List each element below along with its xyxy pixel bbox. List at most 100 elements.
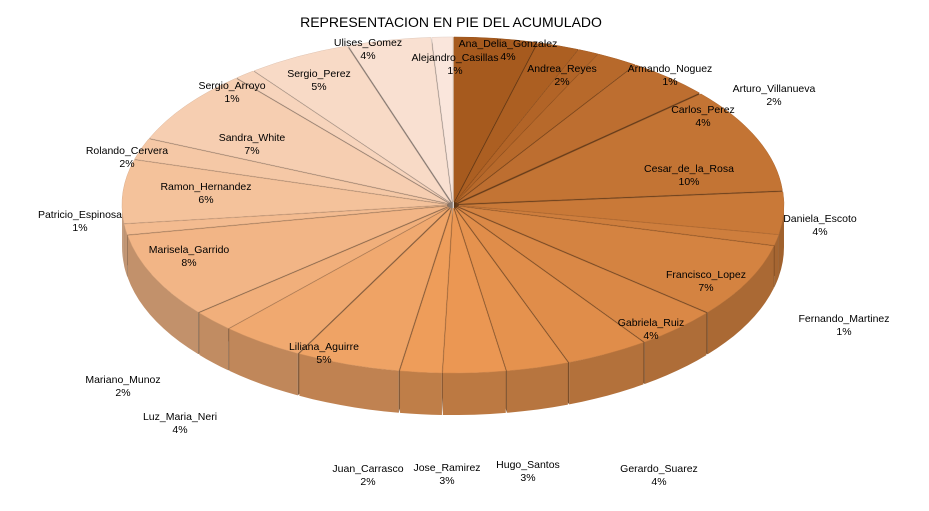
pie-slice-marisela-garrido (127, 206, 448, 313)
slice-label-ramon-hernandez: Ramon_Hernandez 6% (160, 181, 251, 206)
pie-slice-sandra-white (148, 78, 449, 204)
slice-label-name: Liliana_Aguirre (289, 341, 359, 353)
slice-label-juan-carrasco: Juan_Carrasco 2% (332, 463, 403, 488)
slice-label-value: 4% (695, 117, 710, 129)
slice-label-ana-delia-gonzalez: Ana_Delia_Gonzalez 4% (459, 38, 558, 63)
slice-label-patricio-espinosa: Patricio_Espinosa 1% (38, 209, 122, 234)
pie-slice-side-jose-ramirez (442, 370, 506, 416)
slice-label-mariano-munoz: Mariano_Munoz 2% (85, 374, 160, 399)
slice-label-name: Andrea_Reyes (527, 63, 596, 75)
slice-label-name: Armando_Noguez (628, 63, 713, 75)
pie-slice-side-daniela-escoto (778, 205, 784, 277)
slice-label-value: 1% (662, 76, 677, 88)
slice-label-ulises-gomez: Ulises_Gomez 4% (334, 37, 402, 62)
slice-label-luz-maria-neri: Luz_Maria_Neri 4% (143, 411, 217, 436)
slice-label-carlos-perez: Carlos_Perez 4% (671, 104, 735, 129)
slice-label-name: Ulises_Gomez (334, 37, 402, 49)
slice-label-gerardo-suarez: Gerardo_Suarez 4% (620, 463, 698, 488)
slice-label-name: Jose_Ramirez (413, 462, 480, 474)
slice-label-value: 4% (172, 424, 187, 436)
pie-slice-cesar-de-la-rosa (458, 93, 783, 205)
pie-slice-ana-delia-gonzalez (453, 36, 538, 203)
slice-label-name: Fernando_Martinez (798, 313, 889, 325)
slice-label-value: 4% (651, 476, 666, 488)
slice-label-name: Sergio_Perez (287, 68, 351, 80)
slice-label-gabriela-ruiz: Gabriela_Ruiz 4% (618, 317, 685, 342)
pie-slice-jose-ramirez (442, 207, 507, 374)
slice-label-value: 2% (115, 387, 130, 399)
pie-slice-gerardo-suarez (455, 207, 644, 363)
slice-label-name: Sandra_White (219, 132, 286, 144)
slice-label-liliana-aguirre: Liliana_Aguirre 5% (289, 341, 359, 366)
slice-label-value: 2% (554, 76, 569, 88)
pie-slice-mariano-munoz (198, 206, 449, 329)
pie-slice-hugo-santos (454, 207, 569, 372)
slice-label-name: Mariano_Munoz (85, 374, 160, 386)
slice-label-arturo-villanueva: Arturo_Villanueva 2% (733, 83, 816, 108)
slice-label-rolando-cervera: Rolando_Cervera 2% (86, 145, 168, 170)
slice-label-name: Francisco_Lopez (666, 269, 746, 281)
pie-slice-juan-carrasco (399, 207, 453, 374)
slice-label-value: 8% (181, 257, 196, 269)
pie-slice-patricio-espinosa (123, 205, 448, 235)
slice-label-name: Ana_Delia_Gonzalez (459, 38, 558, 50)
slice-label-fernando-martinez: Fernando_Martinez 1% (798, 313, 889, 338)
pie-slice-liliana-aguirre (298, 207, 452, 371)
slice-label-value: 7% (244, 145, 259, 157)
slice-label-value: 4% (812, 226, 827, 238)
slice-label-value: 4% (643, 330, 658, 342)
pie-slice-side-luz-maria-neri (229, 328, 298, 396)
slice-label-value: 1% (447, 65, 462, 77)
pie-labels: Ana_Delia_Gonzalez 4%Andrea_Reyes 2%Armand… (38, 37, 890, 488)
pie-slice-side-fernando-martinez (774, 234, 779, 288)
pie-slice-side-hugo-santos (506, 362, 568, 413)
slice-label-name: Arturo_Villanueva (733, 83, 816, 95)
slice-label-name: Sergio_Arroyo (198, 80, 265, 92)
slice-label-name: Hugo_Santos (496, 459, 560, 471)
pie-slice-side-patricio-espinosa (124, 224, 128, 277)
pie-slice-sergio-arroyo (236, 70, 450, 203)
slice-label-sergio-perez: Sergio_Perez 5% (287, 68, 351, 93)
pie-slice-side-francisco-lopez (707, 246, 774, 355)
pie-slice-armando-noguez (455, 49, 599, 203)
slice-label-cesar-de-la-rosa: Cesar_de_la_Rosa 10% (644, 163, 734, 188)
pie-slice-arturo-villanueva (455, 53, 636, 203)
slice-label-name: Gabriela_Ruiz (618, 317, 685, 329)
pie-slice-side-juan-carrasco (400, 370, 442, 415)
pie-slice-luz-maria-neri (228, 207, 450, 354)
slice-label-value: 4% (500, 51, 515, 63)
slice-label-value: 6% (198, 194, 213, 206)
slice-label-value: 1% (72, 222, 87, 234)
slice-label-daniela-escoto: Daniela_Escoto 4% (783, 213, 857, 238)
slice-label-name: Luz_Maria_Neri (143, 411, 217, 423)
pie-slice-sergio-perez (253, 45, 451, 203)
pie-slice-francisco-lopez (458, 206, 775, 313)
slice-label-andrea-reyes: Andrea_Reyes 2% (527, 63, 596, 88)
pie-slice-gabriela-ruiz (456, 207, 707, 343)
pie-slice-ramon-hernandez (121, 159, 448, 224)
pie-slice-ulises-gomez (347, 37, 453, 203)
pie-slice-side-mariano-munoz (199, 312, 229, 371)
slice-label-name: Daniela_Escoto (783, 213, 857, 225)
slice-label-value: 1% (224, 93, 239, 105)
slice-label-value: 1% (836, 326, 851, 338)
slice-label-name: Rolando_Cervera (86, 145, 168, 157)
pie-slice-side-gabriela-ruiz (644, 313, 707, 384)
slice-label-value: 3% (520, 472, 535, 484)
pie-slice-fernando-martinez (458, 205, 780, 246)
slice-label-name: Ramon_Hernandez (160, 181, 251, 193)
slice-label-name: Cesar_de_la_Rosa (644, 163, 734, 175)
pie-slices (121, 36, 785, 374)
slice-label-armando-noguez: Armando_Noguez 1% (628, 63, 713, 88)
slice-label-value: 2% (119, 158, 134, 170)
slice-label-value: 7% (698, 282, 713, 294)
slice-label-name: Patricio_Espinosa (38, 209, 122, 221)
pie-slice-side-gerardo-suarez (569, 342, 644, 405)
slice-label-value: 4% (360, 50, 375, 62)
pie-slice-carlos-perez (456, 64, 700, 203)
slice-label-francisco-lopez: Francisco_Lopez 7% (666, 269, 746, 294)
slice-label-value: 5% (316, 354, 331, 366)
slice-label-hugo-santos: Hugo_Santos 3% (496, 459, 560, 484)
pie-slice-side-ramon-hernandez (122, 204, 125, 266)
slice-label-name: Gerardo_Suarez (620, 463, 698, 475)
